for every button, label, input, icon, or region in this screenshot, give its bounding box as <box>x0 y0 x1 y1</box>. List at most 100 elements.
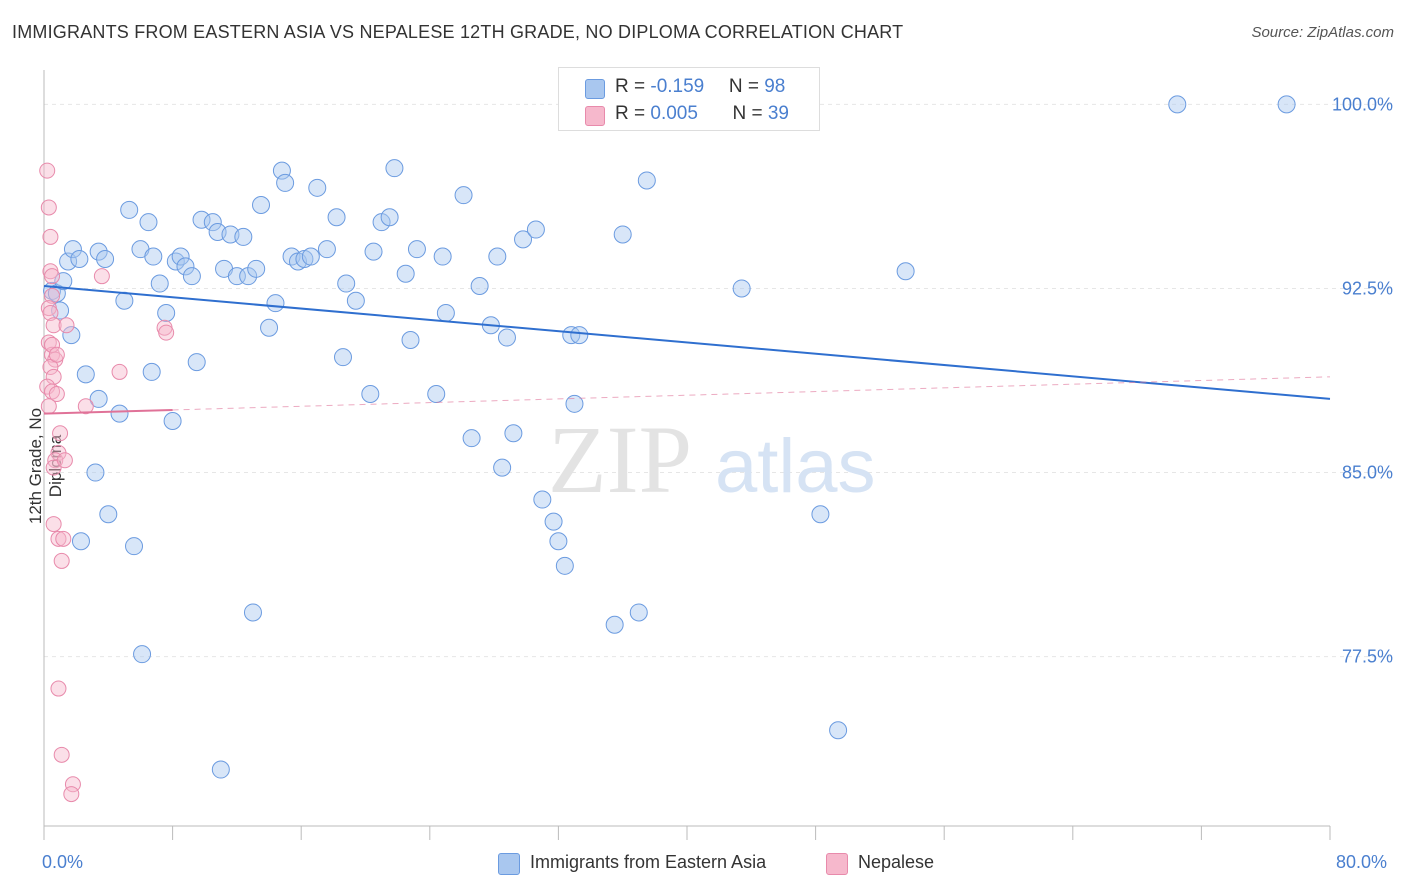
data-point-eastern-asia <box>176 257 195 276</box>
data-point-eastern-asia <box>133 645 152 664</box>
data-point-eastern-asia <box>637 171 656 190</box>
data-point-eastern-asia <box>157 304 176 322</box>
axes <box>43 70 1331 840</box>
data-point-nepalese <box>64 776 81 793</box>
chart-title: IMMIGRANTS FROM EASTERN ASIA VS NEPALESE… <box>12 22 904 42</box>
data-point-eastern-asia <box>247 259 266 278</box>
legend-r-value: -0.159 <box>650 76 705 97</box>
data-point-nepalese <box>45 459 62 476</box>
data-point-eastern-asia <box>301 247 320 266</box>
data-point-nepalese <box>53 552 70 569</box>
data-point-eastern-asia <box>252 196 271 214</box>
data-point-eastern-asia <box>1168 95 1187 114</box>
data-point-eastern-asia <box>308 178 327 197</box>
data-point-eastern-asia <box>565 394 584 413</box>
data-point-eastern-asia <box>62 326 81 345</box>
correlation-legend: R = -0.159 N = 98 R = 0.005 N = 39 <box>558 67 820 131</box>
trend-line-nepalese-extension <box>172 376 1331 411</box>
data-point-eastern-asia <box>234 227 253 246</box>
data-point-eastern-asia <box>139 213 158 232</box>
data-point-nepalese <box>50 680 67 697</box>
legend-label: Nepalese <box>858 852 935 872</box>
data-point-eastern-asia <box>327 208 346 227</box>
watermark: ZIP atlas <box>548 406 876 513</box>
data-point-eastern-asia <box>555 556 574 575</box>
data-point-nepalese <box>42 305 59 321</box>
legend-r-label: R = <box>615 76 651 97</box>
data-point-eastern-asia <box>266 294 285 313</box>
y-tick-label: 85.0% <box>1342 463 1393 483</box>
data-point-eastern-asia <box>1277 95 1296 114</box>
data-point-eastern-asia <box>125 537 144 556</box>
data-point-eastern-asia <box>120 200 139 219</box>
data-point-nepalese <box>48 346 65 363</box>
series-nepalese-points <box>39 162 175 803</box>
x-tick-label-min: 0.0% <box>42 852 84 872</box>
legend-n-label: N = <box>728 76 765 97</box>
data-point-eastern-asia <box>192 210 211 229</box>
data-point-eastern-asia <box>171 247 190 266</box>
data-point-eastern-asia <box>203 213 222 232</box>
data-point-eastern-asia <box>385 159 404 178</box>
grid-lines <box>44 103 1392 658</box>
legend-n-label: N = <box>732 103 768 124</box>
data-point-eastern-asia <box>488 247 507 266</box>
data-point-nepalese <box>45 317 62 334</box>
source-label: Source: ZipAtlas.com <box>1251 24 1394 41</box>
data-point-eastern-asia <box>96 250 115 268</box>
data-point-eastern-asia <box>493 458 512 477</box>
data-point-eastern-asia <box>115 291 134 310</box>
data-point-eastern-asia <box>89 242 108 261</box>
data-point-eastern-asia <box>380 208 399 227</box>
data-point-eastern-asia <box>76 365 95 384</box>
legend-n-value: 98 <box>764 76 786 97</box>
trend-line-eastern-asia <box>43 285 1331 400</box>
data-point-nepalese <box>55 530 72 547</box>
data-point-eastern-asia <box>811 505 830 524</box>
data-point-nepalese <box>77 398 94 415</box>
data-point-eastern-asia <box>462 429 481 448</box>
data-point-nepalese <box>48 386 65 402</box>
data-point-eastern-asia <box>187 353 206 372</box>
data-point-eastern-asia <box>260 318 279 337</box>
data-point-eastern-asia <box>470 277 489 295</box>
data-point-eastern-asia <box>182 267 201 286</box>
data-point-eastern-asia <box>896 262 915 281</box>
legend-label: Immigrants from Eastern Asia <box>530 852 767 872</box>
data-point-eastern-asia <box>533 490 552 509</box>
data-point-eastern-asia <box>166 252 185 271</box>
data-point-eastern-asia <box>436 304 455 322</box>
data-point-eastern-asia <box>361 385 380 403</box>
data-point-eastern-asia <box>497 328 516 347</box>
legend-swatch-pink <box>826 853 848 875</box>
x-tick-label-max: 80.0% <box>1336 852 1388 872</box>
data-point-eastern-asia <box>333 348 352 367</box>
watermark-atlas: atlas <box>715 424 876 509</box>
data-point-nepalese <box>39 162 56 179</box>
y-tick-labels: 77.5% 85.0% 92.5% 100.0% <box>1332 94 1393 666</box>
data-point-eastern-asia <box>346 291 365 310</box>
data-point-eastern-asia <box>526 220 545 239</box>
watermark-zip: ZIP <box>548 406 692 513</box>
legend-swatch-blue <box>585 79 605 99</box>
data-point-eastern-asia <box>549 532 568 551</box>
data-point-eastern-asia <box>163 412 182 430</box>
data-point-eastern-asia <box>605 615 624 634</box>
data-point-eastern-asia <box>150 274 169 293</box>
data-point-eastern-asia <box>110 404 129 423</box>
data-point-nepalese <box>42 228 59 245</box>
data-point-eastern-asia <box>407 240 426 259</box>
data-point-eastern-asia <box>544 512 563 531</box>
data-point-nepalese <box>45 516 62 533</box>
data-point-eastern-asia <box>276 173 295 192</box>
data-point-eastern-asia <box>89 389 108 408</box>
data-point-eastern-asia <box>427 385 446 403</box>
legend-n-value: 39 <box>767 103 789 124</box>
data-point-nepalese <box>40 199 57 216</box>
data-point-nepalese <box>44 336 61 353</box>
data-point-eastern-asia <box>570 326 589 345</box>
data-point-nepalese <box>158 324 175 341</box>
data-point-nepalese <box>111 363 128 380</box>
data-point-eastern-asia <box>337 274 356 293</box>
